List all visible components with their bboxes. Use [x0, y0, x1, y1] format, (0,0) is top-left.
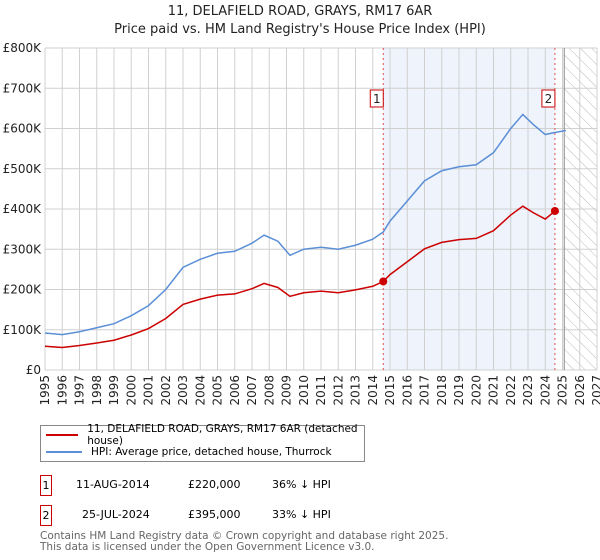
y-tick-label: £300K	[3, 242, 43, 256]
sale-hpi-diff: 36% ↓ HPI	[272, 478, 331, 491]
y-tick-label: £0	[26, 363, 41, 377]
x-tick-label: 2007	[245, 375, 259, 406]
x-tick-label: 1999	[107, 375, 121, 406]
legend-item-hpi: HPI: Average price, detached house, Thur…	[46, 444, 332, 460]
footer-line: Contains HM Land Registry data © Crown c…	[40, 530, 449, 542]
x-tick-label: 2010	[297, 375, 311, 406]
sale-badge: 1	[40, 475, 52, 496]
x-tick-label: 2020	[469, 375, 483, 406]
x-tick-label: 2002	[159, 375, 173, 406]
x-tick-label: 2013	[349, 375, 363, 406]
x-tick-label: 2011	[314, 375, 328, 406]
sale-price: £220,000	[188, 478, 241, 491]
x-tick-label: 2027	[590, 375, 600, 406]
legend-line-red	[46, 434, 79, 436]
x-tick-label: 1995	[38, 375, 52, 406]
footer: Contains HM Land Registry data © Crown c…	[40, 531, 448, 553]
y-tick-label: £500K	[3, 162, 43, 176]
sale-point	[379, 277, 388, 286]
x-tick-label: 2018	[435, 375, 449, 406]
x-tick-label: 2005	[211, 375, 225, 406]
sale-date: 25-JUL-2024	[82, 508, 150, 521]
sale-point	[550, 207, 559, 216]
x-tick-label: 2014	[366, 375, 380, 406]
x-tick-label: 2004	[193, 375, 207, 406]
x-tick-label: 2017	[418, 375, 432, 406]
price-chart: 1995 1996 1997 1998 1999 2000 2001 2002 2003 2004…	[3, 41, 600, 406]
y-tick-label: £800K	[3, 41, 43, 55]
x-tick-label: 2008	[262, 375, 276, 406]
y-tick-label: £100K	[3, 323, 43, 337]
x-tick-label: 1996	[55, 375, 69, 406]
footer-line: This data is licensed under the Open Gov…	[40, 541, 375, 553]
x-tick-label: 2001	[142, 375, 156, 406]
x-tick-label: 2024	[538, 375, 552, 406]
sale-badge: 2	[40, 505, 52, 526]
x-tick-label: 1998	[90, 375, 104, 406]
legend-item-property: 11, DELAFIELD ROAD, GRAYS, RM17 6AR (det…	[46, 423, 364, 447]
sale-label: 2	[545, 92, 553, 106]
sale-label-box	[541, 89, 556, 108]
x-tick-label: 2023	[521, 375, 535, 406]
x-tick-label: 2003	[176, 375, 190, 406]
sale-label-box	[369, 89, 384, 108]
x-tick-label: 2006	[228, 375, 242, 406]
x-tick-label: 2021	[487, 375, 501, 406]
sale-hpi-diff: 33% ↓ HPI	[272, 508, 331, 521]
property-price-line	[44, 205, 560, 349]
y-tick-label: £600K	[3, 122, 43, 136]
x-tick-label: 2016	[400, 375, 414, 406]
x-tick-label: 2012	[331, 375, 345, 406]
x-tick-label: 2025	[556, 375, 570, 406]
sale-date: 11-AUG-2014	[76, 478, 150, 491]
sale-row: 2 25-JUL-2024 £395,000 33% ↓ HPI	[40, 505, 440, 526]
sale-label: 1	[373, 92, 381, 106]
hpi-line	[44, 113, 567, 336]
y-tick-label: £400K	[3, 202, 43, 216]
legend-label: HPI: Average price, detached house, Thur…	[91, 446, 332, 458]
x-tick-label: 2019	[452, 375, 466, 406]
y-tick-label: £200K	[3, 283, 43, 297]
x-tick-label: 2009	[280, 375, 294, 406]
x-tick-label: 1997	[73, 375, 87, 406]
legend-label: 11, DELAFIELD ROAD, GRAYS, RM17 6AR (det…	[87, 423, 358, 447]
y-tick-label: £700K	[3, 81, 43, 95]
x-tick-label: 2026	[573, 375, 587, 406]
x-tick-label: 2022	[504, 375, 518, 406]
sale-price: £395,000	[188, 508, 241, 521]
chart-title: 11, DELAFIELD ROAD, GRAYS, RM17 6AR	[167, 4, 433, 19]
legend-line-blue	[46, 451, 82, 453]
x-tick-label: 2000	[124, 375, 138, 406]
legend: 11, DELAFIELD ROAD, GRAYS, RM17 6AR (det…	[40, 423, 365, 462]
chart-subtitle: Price paid vs. HM Land Registry's House …	[114, 22, 486, 37]
sale-row: 1 11-AUG-2014 £220,000 36% ↓ HPI	[40, 475, 440, 496]
x-tick-label: 2015	[383, 375, 397, 406]
